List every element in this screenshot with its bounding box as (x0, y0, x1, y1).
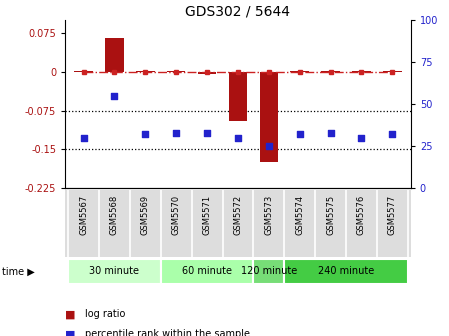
Point (142, 132, 149, 137)
Text: GSM5572: GSM5572 (233, 195, 242, 235)
Bar (75, 71, 93, 72)
Text: GSM5570: GSM5570 (172, 195, 181, 235)
Point (203, 130, 211, 135)
Text: GSM5569: GSM5569 (141, 195, 150, 235)
Bar (383, 71, 401, 72)
Bar (105, 38, 124, 72)
Point (265, 143, 273, 149)
Title: GDS302 / 5644: GDS302 / 5644 (185, 5, 291, 19)
Bar (167, 71, 185, 72)
Bar (352, 71, 371, 72)
Text: ■: ■ (65, 329, 75, 336)
Point (111, 93, 118, 98)
Bar (68, 259, 161, 284)
Point (296, 132, 304, 137)
Point (80, 135, 87, 140)
Text: 60 minute: 60 minute (182, 266, 232, 276)
Bar (284, 259, 408, 284)
Text: GSM5576: GSM5576 (357, 195, 366, 236)
Text: GSM5575: GSM5575 (326, 195, 335, 235)
Bar (321, 71, 340, 72)
Text: 240 minute: 240 minute (318, 266, 374, 276)
Text: GSM5571: GSM5571 (202, 195, 211, 235)
Bar (161, 259, 253, 284)
Text: percentile rank within the sample: percentile rank within the sample (85, 329, 250, 336)
Text: 120 minute: 120 minute (241, 266, 297, 276)
Bar (136, 71, 154, 72)
Bar (291, 71, 309, 72)
Bar (229, 72, 247, 121)
Point (234, 135, 242, 140)
Text: GSM5568: GSM5568 (110, 195, 119, 236)
Point (327, 130, 334, 135)
Point (389, 132, 396, 137)
Text: log ratio: log ratio (85, 309, 126, 319)
Point (358, 135, 365, 140)
Point (172, 130, 180, 135)
Bar (253, 259, 284, 284)
Text: GSM5567: GSM5567 (79, 195, 88, 236)
Text: GSM5577: GSM5577 (388, 195, 397, 236)
Text: ■: ■ (65, 309, 75, 319)
Text: GSM5573: GSM5573 (264, 195, 273, 236)
Bar (198, 72, 216, 75)
Text: time ▶: time ▶ (2, 266, 35, 276)
Text: GSM5574: GSM5574 (295, 195, 304, 235)
Text: 30 minute: 30 minute (89, 266, 140, 276)
Bar (260, 72, 278, 162)
